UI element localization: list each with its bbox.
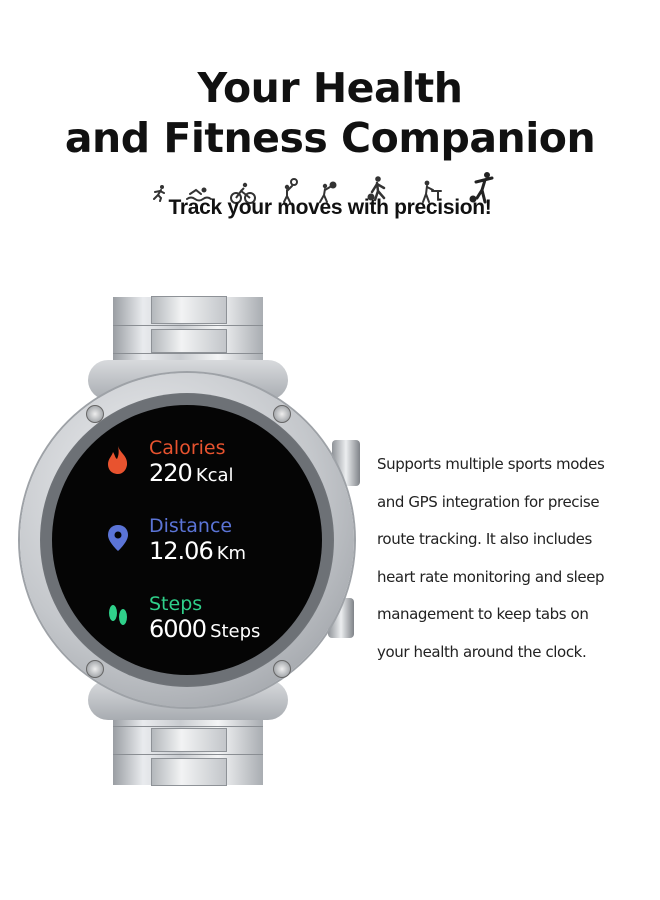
watch-screen (52, 405, 322, 675)
description-line: Supports multiple sports modes (377, 455, 605, 473)
metric-unit: Steps (210, 621, 261, 642)
table-tennis-icon (422, 180, 442, 203)
metric-value: 220 (149, 459, 193, 487)
feature-description: Supports multiple sports modes and GPS i… (377, 446, 647, 672)
description-line: heart rate monitoring and sleep (377, 567, 605, 586)
bezel-screw (86, 660, 104, 678)
title-line-1: Your Health (197, 64, 463, 112)
cycling-icon (230, 182, 256, 204)
sport-icons-row (148, 172, 508, 206)
bezel-screw (273, 660, 291, 678)
description-line: your health around the clock. (377, 642, 587, 661)
bezel-screw (86, 405, 104, 423)
metric-label: Calories (149, 437, 226, 459)
location-pin-icon (108, 525, 128, 551)
subtitle: Track your moves with precision! (168, 196, 492, 219)
page-title: Your Health and Fitness Companion (0, 63, 660, 163)
metric-unit: Km (216, 543, 247, 564)
description-line: route tracking. It also includes (377, 530, 592, 549)
footprints-icon (109, 605, 127, 625)
bezel-screw (273, 405, 291, 423)
metric-unit: Kcal (195, 465, 234, 486)
metric-label: Distance (149, 515, 233, 537)
flame-icon (108, 446, 128, 474)
title-line-2: and Fitness Companion (64, 114, 596, 162)
running-icon (153, 185, 165, 202)
soccer-icon (469, 172, 494, 204)
tennis-icon (283, 178, 298, 203)
description-line: management to keep tabs on (377, 605, 589, 624)
metric-value: 6000 (149, 615, 207, 643)
metric-label: Steps (149, 593, 203, 615)
metric-value: 12.06 (149, 537, 214, 565)
swimming-icon (186, 187, 212, 202)
volleyball-icon (319, 181, 337, 203)
description-line: and GPS integration for precise (377, 492, 600, 511)
basketball-icon (367, 176, 386, 202)
